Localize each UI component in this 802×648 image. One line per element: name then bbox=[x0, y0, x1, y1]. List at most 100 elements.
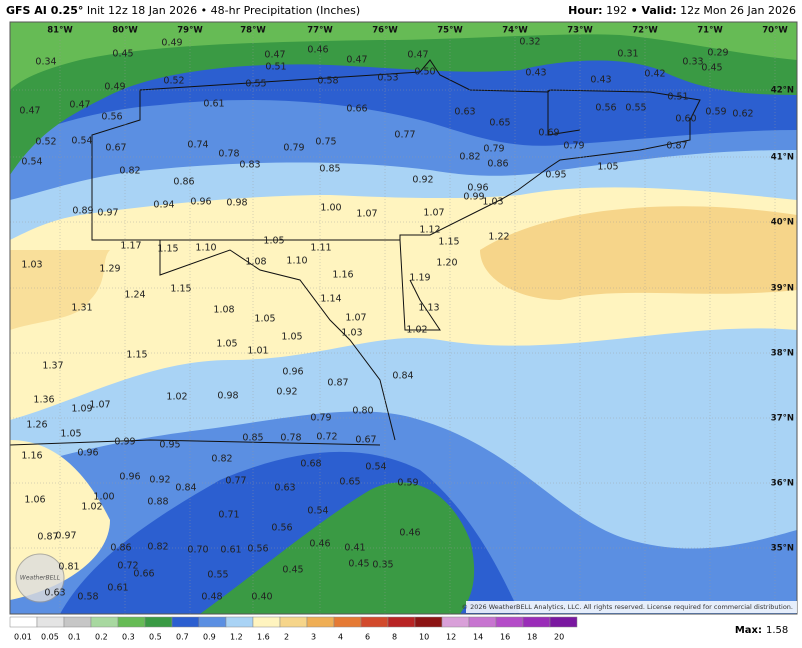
precip-label: 0.45 bbox=[348, 559, 369, 570]
legend-swatch bbox=[333, 616, 362, 628]
precip-label: 0.77 bbox=[225, 476, 246, 487]
precip-label: 0.87 bbox=[37, 532, 58, 543]
precip-label: 1.37 bbox=[42, 361, 63, 372]
precip-label: 0.98 bbox=[217, 391, 238, 402]
legend-label: 18 bbox=[527, 633, 537, 642]
precip-label: 0.79 bbox=[563, 141, 584, 152]
legend-label: 0.01 bbox=[14, 633, 32, 642]
precip-label: 0.43 bbox=[525, 68, 546, 79]
precip-label: 0.95 bbox=[159, 440, 180, 451]
precip-label: 0.48 bbox=[201, 592, 222, 603]
precip-label: 0.95 bbox=[545, 170, 566, 181]
precip-label: 0.51 bbox=[667, 92, 688, 103]
precip-label: 0.47 bbox=[346, 55, 367, 66]
logo: WeatherBELL bbox=[20, 575, 60, 582]
precip-label: 0.99 bbox=[114, 437, 135, 448]
legend-swatch bbox=[441, 616, 470, 628]
precip-label: 0.65 bbox=[339, 477, 360, 488]
max-label: Max: bbox=[735, 625, 762, 636]
legend-label: 1.6 bbox=[257, 633, 270, 642]
precip-label: 0.82 bbox=[147, 542, 168, 553]
latitude-label: 35°N bbox=[771, 544, 794, 554]
precip-label: 0.45 bbox=[112, 49, 133, 60]
precip-label: 0.88 bbox=[147, 497, 168, 508]
precip-label: 1.05 bbox=[597, 162, 618, 173]
legend-swatch bbox=[306, 616, 335, 628]
legend-swatch bbox=[63, 616, 92, 628]
logo-badge bbox=[15, 553, 65, 603]
precip-label: 0.69 bbox=[538, 128, 559, 139]
precip-label: 0.72 bbox=[316, 432, 337, 443]
longitude-label: 73°W bbox=[567, 26, 593, 36]
precip-label: 1.10 bbox=[195, 243, 216, 254]
precip-label: 1.08 bbox=[213, 305, 234, 316]
legend-swatch bbox=[117, 616, 146, 628]
legend-label: 0.7 bbox=[176, 633, 189, 642]
precip-label: 1.05 bbox=[254, 314, 275, 325]
precip-label: 0.55 bbox=[207, 570, 228, 581]
precip-label: 0.42 bbox=[644, 69, 665, 80]
legend-label: 0.2 bbox=[95, 633, 108, 642]
longitude-label: 81°W bbox=[47, 26, 73, 36]
latitude-label: 40°N bbox=[771, 218, 794, 228]
legend-swatch bbox=[225, 616, 254, 628]
precip-label: 0.54 bbox=[307, 506, 328, 517]
legend-swatch bbox=[90, 616, 119, 628]
precip-label: 0.47 bbox=[19, 106, 40, 117]
precip-label: 0.32 bbox=[519, 37, 540, 48]
precip-label: 1.05 bbox=[263, 236, 284, 247]
longitude-label: 74°W bbox=[502, 26, 528, 36]
field-lightgreen bbox=[10, 22, 797, 90]
precip-label: 1.15 bbox=[126, 350, 147, 361]
subtitle: Init 12z 18 Jan 2026 • 48-hr Precipitati… bbox=[87, 4, 360, 17]
longitude-label: 70°W bbox=[762, 26, 788, 36]
precip-label: 0.85 bbox=[319, 164, 340, 175]
precip-label: 0.67 bbox=[355, 435, 376, 446]
precip-label: 0.62 bbox=[732, 109, 753, 120]
precip-label: 0.72 bbox=[117, 561, 138, 572]
precip-label: 1.00 bbox=[320, 203, 341, 214]
latitude-label: 38°N bbox=[771, 349, 794, 359]
precip-label: 1.10 bbox=[286, 256, 307, 267]
legend-swatch bbox=[144, 616, 173, 628]
precip-label: 0.82 bbox=[459, 152, 480, 163]
precip-label: 0.83 bbox=[239, 160, 260, 171]
precip-label: 1.01 bbox=[247, 346, 268, 357]
precip-label: 0.92 bbox=[149, 475, 170, 486]
precip-label: 1.29 bbox=[99, 264, 120, 275]
precip-label: 0.86 bbox=[487, 159, 508, 170]
precip-label: 0.58 bbox=[317, 76, 338, 87]
map-frame bbox=[9, 21, 798, 615]
precip-label: 0.49 bbox=[104, 82, 125, 93]
precip-label: 1.00 bbox=[93, 492, 114, 503]
legend-label: 0.5 bbox=[149, 633, 162, 642]
precip-label: 0.94 bbox=[153, 200, 174, 211]
precip-label: 0.63 bbox=[454, 107, 475, 118]
header-left: GFS AI 0.25° Init 12z 18 Jan 2026 • 48-h… bbox=[6, 4, 360, 17]
precip-label: 0.80 bbox=[352, 406, 373, 417]
legend-swatch bbox=[468, 616, 497, 628]
precip-label: 1.05 bbox=[216, 339, 237, 350]
precip-label: 0.55 bbox=[625, 103, 646, 114]
legend-label: 0.3 bbox=[122, 633, 135, 642]
legend-swatch bbox=[414, 616, 443, 628]
precip-label: 1.07 bbox=[423, 208, 444, 219]
precip-label: 1.26 bbox=[26, 420, 47, 431]
field-green bbox=[10, 22, 797, 175]
precip-label: 0.41 bbox=[344, 543, 365, 554]
legend-swatch bbox=[36, 616, 65, 628]
legend-swatch bbox=[495, 616, 524, 628]
precip-label: 1.24 bbox=[124, 290, 145, 301]
legend-label: 8 bbox=[392, 633, 397, 642]
precip-label: 1.02 bbox=[406, 325, 427, 336]
longitude-label: 77°W bbox=[307, 26, 333, 36]
precip-label: 0.47 bbox=[264, 50, 285, 61]
precip-label: 0.47 bbox=[407, 50, 428, 61]
precip-label: 0.65 bbox=[489, 118, 510, 129]
precip-label: 1.16 bbox=[332, 270, 353, 281]
legend-swatch bbox=[360, 616, 389, 628]
precip-label: 0.70 bbox=[187, 545, 208, 556]
precip-label: 0.56 bbox=[247, 544, 268, 555]
precip-label: 0.96 bbox=[77, 448, 98, 459]
